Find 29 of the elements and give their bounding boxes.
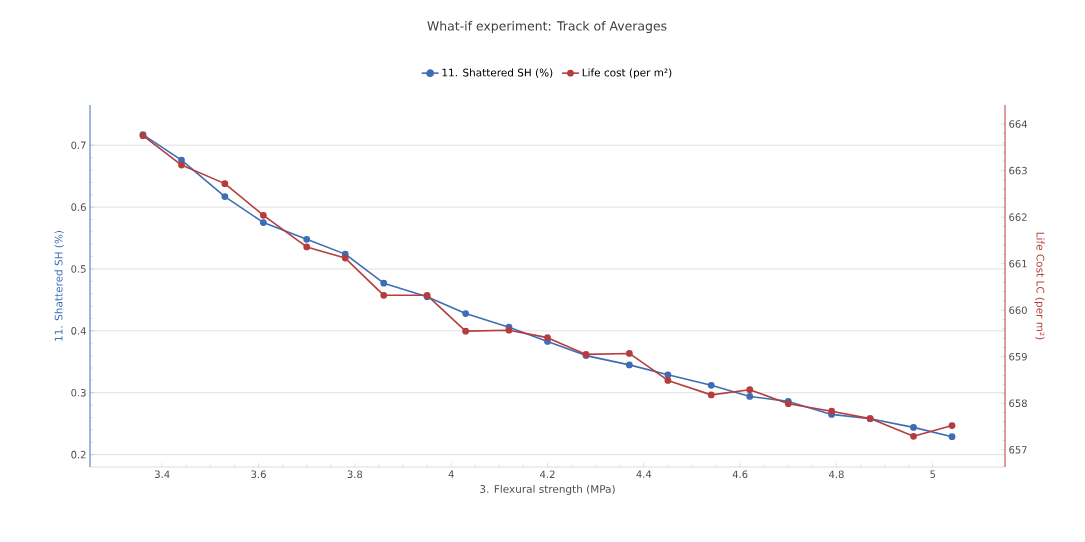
y-tick-label: 0.2 [71,450,86,459]
chart-title: What-if experiment: Track of Averages [427,20,667,34]
legend-label: 11. Shattered SH (%) [442,68,553,78]
x-axis-title: 3. Flexural strength (MPa) [480,484,615,496]
y2-tick-label: 659 [1009,352,1027,361]
y-axis-title: 11. Shattered SH (%) [54,231,64,341]
x-tick-label: 4.2 [540,470,555,478]
y2-tick-label: 662 [1009,213,1027,221]
y-tick-label: 0.7 [71,141,86,149]
x-tick-label: 4 [448,470,454,478]
y2-tick-label: 663 [1009,166,1027,175]
y-tick-label: 0.5 [71,265,86,273]
y-tick-label: 0.6 [71,203,86,211]
x-tick-label: 4.8 [829,470,844,479]
x-tick-label: 3.4 [155,470,170,479]
y2-tick-label: 658 [1009,399,1027,408]
y2-tick-label: 657 [1009,446,1027,454]
y2-axis-title: Life Cost LC (per m²) [1034,232,1045,340]
y-tick-label: 0.4 [71,327,86,335]
x-tick-label: 4.4 [636,470,652,478]
x-tick-label: 4.6 [732,470,748,479]
y2-tick-label: 660 [1009,306,1027,314]
x-tick-label: 5 [930,470,936,478]
x-tick-label: 3.6 [251,470,266,479]
x-tick-label: 3.8 [347,470,363,479]
y2-tick-label: 664 [1009,120,1027,128]
y-tick-label: 0.3 [71,388,86,397]
legend-label: Life cost (per m²) [582,68,672,79]
y2-tick-label: 661 [1009,259,1027,268]
